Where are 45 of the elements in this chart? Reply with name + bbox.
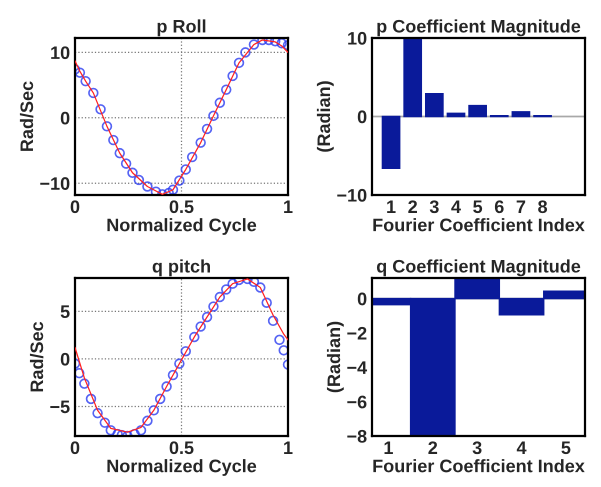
x-tick-label: 0 — [70, 441, 80, 454]
x-tick-label: 2 — [428, 441, 438, 454]
y-axis-title: Rad/Sec — [20, 81, 34, 151]
x-axis-title: Fourier Coefficient Index — [373, 459, 585, 472]
y-tick-label: 0 — [60, 352, 70, 366]
x-tick-label: 3 — [472, 441, 482, 454]
y-tick-label: −4 — [347, 361, 368, 374]
x-tick-label: 5 — [473, 200, 482, 214]
y-tick-label: −5 — [50, 400, 70, 414]
chart-title: q Coefficient Magnitude — [376, 259, 580, 276]
x-axis-title: Fourier Coefficient Index — [373, 218, 585, 232]
y-tick-label: 5 — [60, 305, 70, 318]
x-tick-label: 1 — [384, 442, 393, 454]
y-axis-title: Rad/Sec — [30, 322, 44, 392]
x-axis-title: Normalized Cycle — [107, 218, 256, 235]
y-tick-label: 10 — [51, 46, 70, 60]
x-tick-label: 1 — [284, 442, 293, 454]
y-axis-title: (Radian) — [326, 322, 344, 392]
x-tick-label: 2 — [408, 200, 417, 213]
chart-title: p Coefficient Magnitude — [377, 19, 580, 36]
x-tick-label: 4 — [451, 200, 461, 213]
x-tick-label: 1 — [387, 200, 396, 213]
chart-title: q pitch — [152, 259, 210, 276]
y-tick-label: −2 — [347, 326, 366, 340]
y-tick-label: −8 — [347, 430, 367, 443]
x-tick-label: 0.5 — [170, 441, 194, 454]
x-tick-label: 8 — [538, 200, 548, 214]
y-tick-label: 0 — [358, 110, 366, 124]
x-tick-label: 1 — [284, 200, 293, 213]
y-tick-label: 0 — [358, 292, 366, 306]
x-tick-label: 6 — [494, 200, 504, 214]
y-tick-label: −10 — [40, 177, 70, 190]
y-axis-title: (Radian) — [316, 81, 334, 152]
x-tick-label: 0 — [70, 200, 80, 214]
y-tick-label: −6 — [347, 396, 366, 408]
x-tick-label: 5 — [561, 442, 570, 454]
y-tick-label: 10 — [348, 32, 366, 45]
y-tick-label: −10 — [337, 188, 366, 202]
x-tick-label: 4 — [516, 442, 526, 454]
x-axis-title: Normalized Cycle — [107, 459, 256, 476]
x-tick-label: 7 — [516, 200, 526, 213]
x-tick-label: 0.5 — [170, 200, 194, 214]
chart-title: p Roll — [158, 19, 206, 36]
y-tick-label: 0 — [60, 112, 70, 125]
x-tick-label: 3 — [430, 200, 439, 214]
